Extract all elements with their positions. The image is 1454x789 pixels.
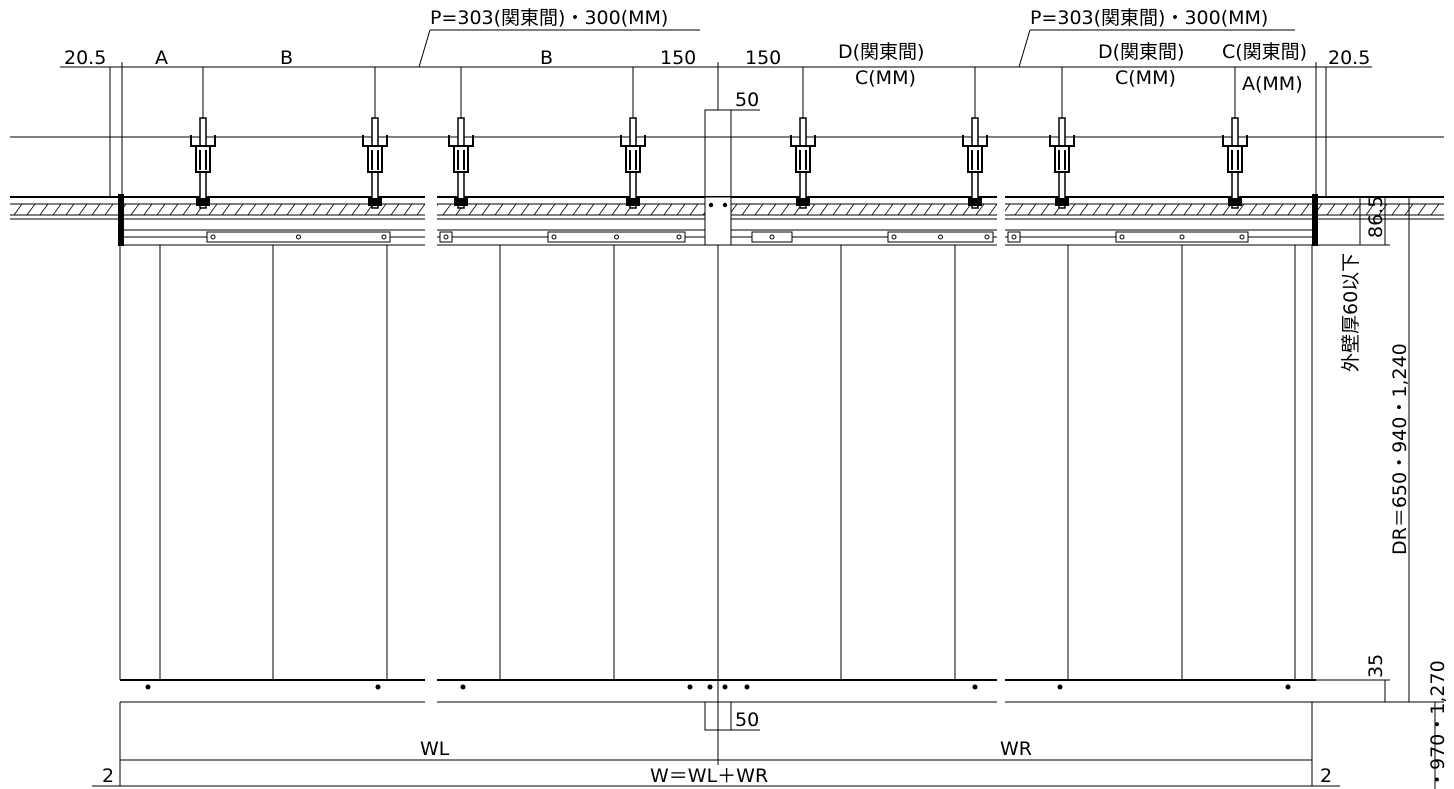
joint-bolt [722,202,728,208]
plate-hole [551,234,557,240]
bottom-rail [120,679,1316,731]
bottom-bolt [1285,684,1291,690]
wl-label: WL [420,738,450,760]
plate-hole [984,234,990,240]
panel-gap [425,676,437,706]
hanger-brackets [190,67,1248,209]
hanger-bracket [1222,67,1248,209]
plate-hole [1179,234,1185,240]
plate-hole [891,234,897,240]
height-label: ・970・1,270 [1427,660,1449,789]
hanger-bracket [448,67,474,209]
rail-plate [439,231,453,243]
rail-plate [547,231,686,243]
rail-plate [751,231,793,243]
wall-note: 外壁厚60以下 [1340,253,1362,372]
plate-hole [443,234,449,240]
hanger-bracket [790,67,816,209]
plate-hole [210,234,216,240]
hanger-bracket [1049,67,1075,209]
bottom-bolt [375,684,381,690]
panel-slats [119,245,1313,765]
hanger-bracket [190,67,216,209]
panel-gap [997,676,1005,706]
plate-hole [769,234,775,240]
dim-86-5: 86.5 [1365,196,1387,238]
joint-bolt [708,202,714,208]
c-mm-2: C(MM) [1115,67,1176,89]
rail-plate [1115,231,1249,243]
plate-hole [381,234,387,240]
bottom-bolt [460,684,466,690]
dim-150-right: 150 [745,47,781,69]
bottom-bolt [972,684,978,690]
bottom-bolt [1057,684,1063,690]
rail-plate [206,231,391,243]
col-b1-label: B [280,47,293,69]
edge-right-label: 20.5 [1328,47,1370,69]
plate-hole [938,234,943,240]
dim-35: 35 [1365,654,1387,678]
a-mm: A(MM) [1242,73,1303,95]
bottom-bolt [687,684,693,690]
rail-plate [1007,231,1021,243]
panel-gap [997,194,1005,252]
plate-hole [676,234,682,240]
wr-label: WR [1000,738,1032,760]
plate-hole [614,234,619,240]
edge-left-label: 20.5 [64,47,106,69]
d-kanto-1: D(関東間) [838,41,924,63]
col-a-label: A [155,47,168,69]
d-kanto-2: D(関東間) [1098,41,1184,63]
rail-plate [887,231,994,243]
margin-left-label: 2 [102,765,114,787]
bottom-bolt [707,684,713,690]
bottom-bolt [145,684,151,690]
joint-block [704,196,732,246]
plate-hole [296,234,301,240]
plate-hole [1119,234,1125,240]
dim-150-left: 150 [660,47,696,69]
hanger-bracket [962,67,988,209]
w-total-label: W＝WL＋WR [650,765,768,787]
hanger-bracket [620,67,646,209]
c-kanto: C(関東間) [1222,41,1307,63]
plate-hole [1011,234,1017,240]
pitch-left-label: P=303(関東間)・300(MM) [430,7,668,29]
joint-bottom-label: 50 [735,709,759,731]
margin-right-label: 2 [1320,765,1332,787]
panel-gap [425,194,437,252]
joint-top-label: 50 [735,89,759,111]
plate-hole [1239,234,1245,240]
pitch-right-label: P=303(関東間)・300(MM) [1030,7,1268,29]
bottom-bolt [744,684,750,690]
panel-gaps [425,194,1005,706]
dr-label: DR＝650・940・1,240 [1389,343,1411,555]
c-mm-1: C(MM) [855,67,916,89]
hanger-bracket [362,67,388,209]
rail-plates [145,196,1291,690]
col-b2-label: B [540,47,553,69]
bottom-bolt [722,684,728,690]
